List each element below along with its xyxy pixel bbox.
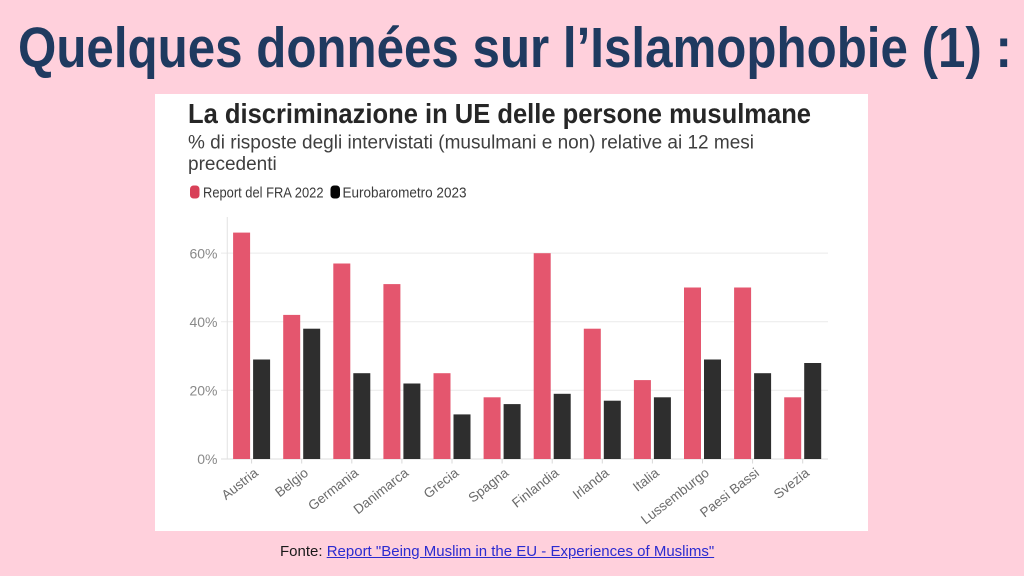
svg-text:La discriminazione in UE delle: La discriminazione in UE delle persone m… (188, 98, 811, 129)
svg-text:Report del FRA 2022: Report del FRA 2022 (203, 186, 324, 202)
svg-text:Svezia: Svezia (771, 465, 813, 502)
svg-text:% di risposte degli intervista: % di risposte degli intervistati (musulm… (188, 133, 754, 154)
svg-text:40%: 40% (189, 314, 217, 330)
svg-text:Grecia: Grecia (421, 465, 462, 502)
svg-text:60%: 60% (189, 245, 217, 261)
svg-text:Austria: Austria (219, 465, 262, 503)
svg-text:Irlanda: Irlanda (570, 465, 612, 503)
svg-text:Italia: Italia (630, 465, 662, 495)
svg-text:Finlandia: Finlandia (509, 465, 562, 511)
svg-text:precedenti: precedenti (188, 154, 277, 175)
svg-text:20%: 20% (189, 383, 217, 399)
svg-text:Danimarca: Danimarca (351, 465, 412, 517)
svg-text:Belgio: Belgio (272, 465, 311, 500)
svg-text:0%: 0% (197, 451, 217, 467)
svg-text:Eurobarometro 2023: Eurobarometro 2023 (343, 186, 467, 202)
svg-text:Spagna: Spagna (466, 465, 512, 506)
